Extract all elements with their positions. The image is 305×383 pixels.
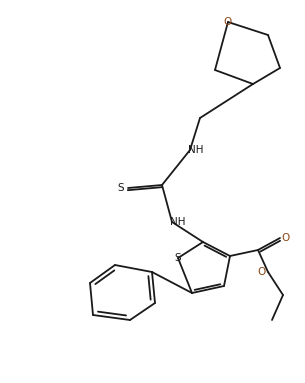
Text: NH: NH xyxy=(170,217,186,227)
Text: O: O xyxy=(224,17,232,27)
Text: S: S xyxy=(175,253,181,263)
Text: O: O xyxy=(281,233,289,243)
Text: NH: NH xyxy=(188,145,204,155)
Text: S: S xyxy=(118,183,124,193)
Text: O: O xyxy=(258,267,266,277)
